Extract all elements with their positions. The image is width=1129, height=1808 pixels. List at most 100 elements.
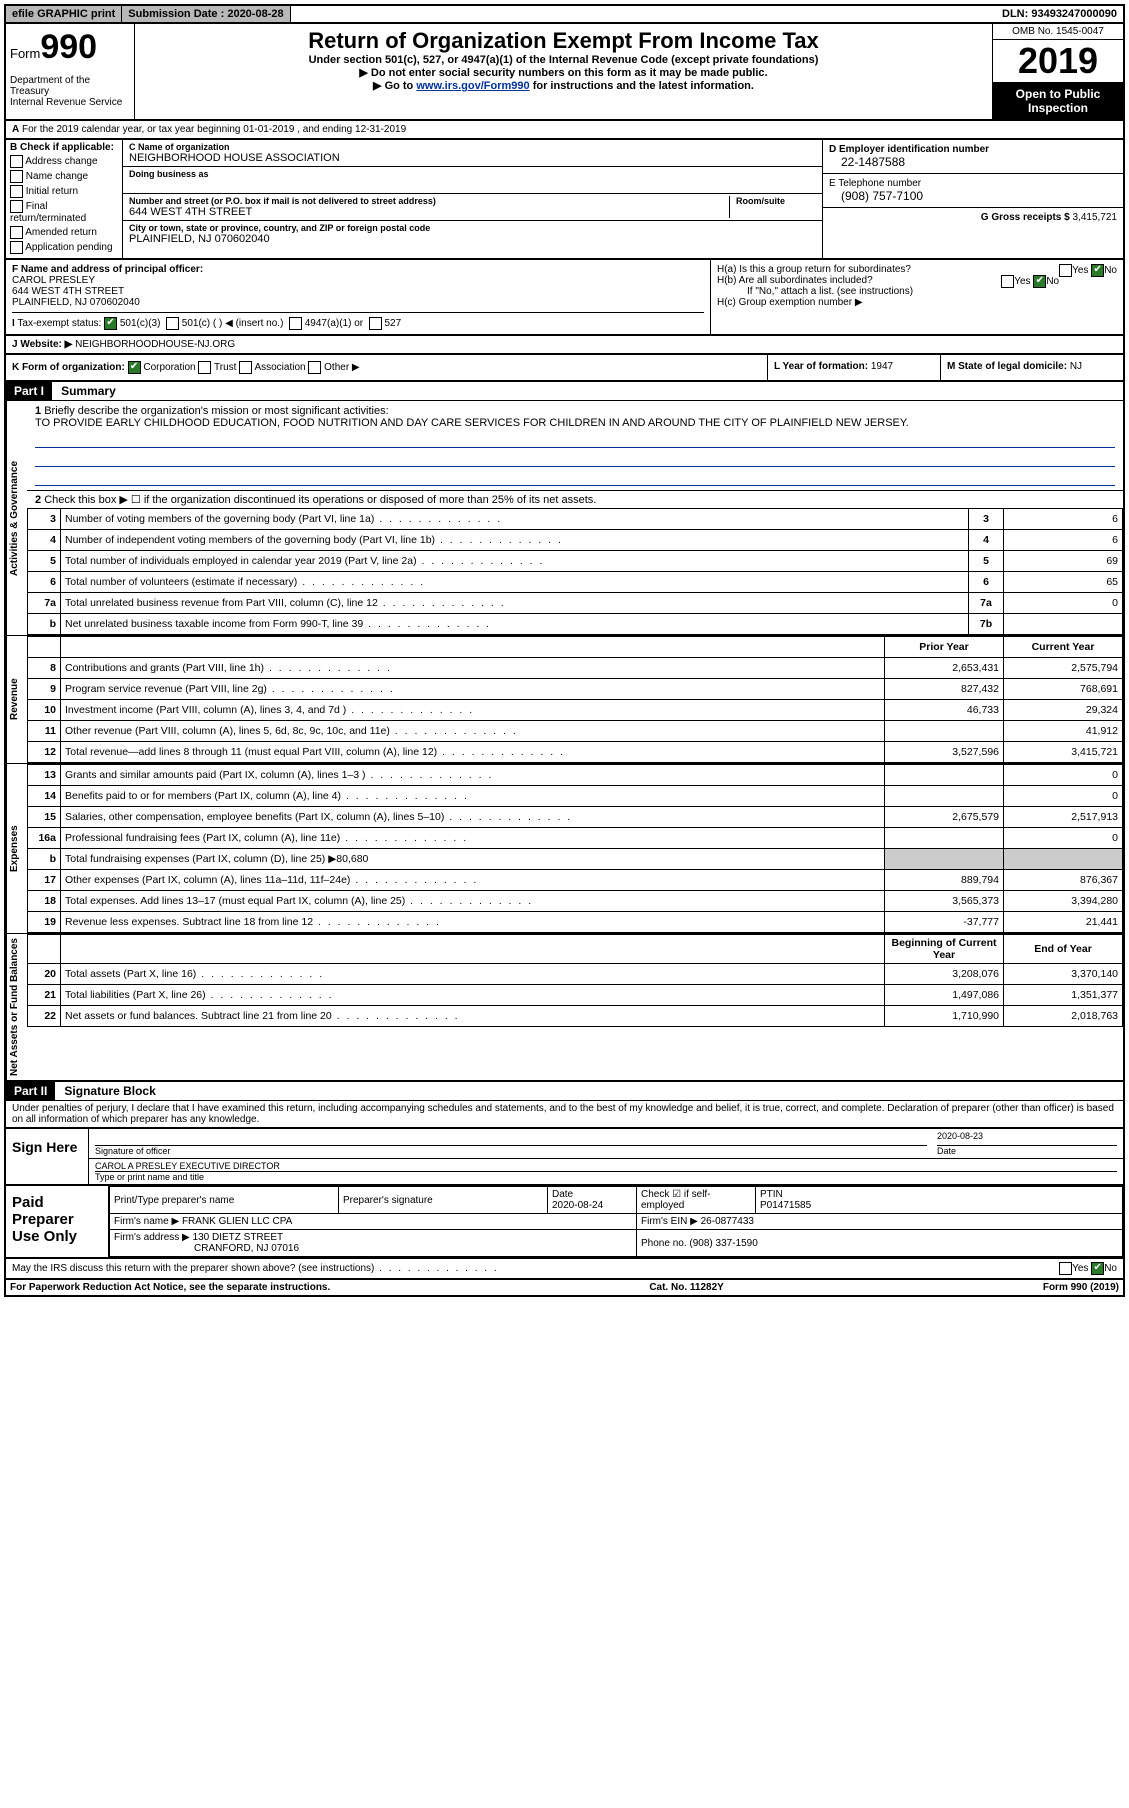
vtab-revenue: Revenue <box>6 636 27 763</box>
discuss-no[interactable] <box>1091 1262 1104 1275</box>
pra-notice: For Paperwork Reduction Act Notice, see … <box>10 1282 330 1293</box>
ha-yes[interactable] <box>1059 264 1072 277</box>
revenue-table: Prior YearCurrent Year8Contributions and… <box>27 636 1123 763</box>
tax-exempt-label: Tax-exempt status: <box>17 318 101 329</box>
ptin: P01471585 <box>760 1200 811 1211</box>
subtitle-1: Under section 501(c), 527, or 4947(a)(1)… <box>145 54 982 66</box>
form-number: 990 <box>40 28 97 66</box>
gross-value: 3,415,721 <box>1073 212 1118 223</box>
irs-link[interactable]: www.irs.gov/Form990 <box>416 80 529 92</box>
sign-here: Sign Here <box>6 1129 88 1184</box>
dln-label: DLN: <box>1002 8 1028 20</box>
subtitle-2: Do not enter social security numbers on … <box>145 66 982 79</box>
typed-label: Type or print name and title <box>95 1172 204 1182</box>
chk-final-return[interactable]: Final return/terminated <box>10 200 118 224</box>
ha-no[interactable] <box>1091 264 1104 277</box>
firm-ein: 26-0877433 <box>701 1216 754 1227</box>
ptin-label: PTIN <box>760 1189 783 1200</box>
ein-label: D Employer identification number <box>829 144 989 155</box>
h-c: H(c) Group exemption number ▶ <box>717 297 1117 308</box>
mission-text: TO PROVIDE EARLY CHILDHOOD EDUCATION, FO… <box>35 417 909 429</box>
discuss-row: May the IRS discuss this return with the… <box>4 1259 1125 1280</box>
chk-initial-return[interactable]: Initial return <box>10 185 118 198</box>
sig-officer-label: Signature of officer <box>95 1146 170 1156</box>
vtab-governance: Activities & Governance <box>6 401 27 635</box>
submission-date-value: 2020-08-28 <box>227 8 283 20</box>
street-address: 644 WEST 4TH STREET <box>129 206 723 218</box>
h-column: H(a) Is this a group return for subordin… <box>710 260 1123 334</box>
chk-other[interactable] <box>308 361 321 374</box>
check-self-employed[interactable]: Check ☑ if self-employed <box>641 1189 711 1211</box>
chk-4947[interactable] <box>289 317 302 330</box>
website-label: Website: ▶ <box>20 339 72 350</box>
prep-phone: (908) 337-1590 <box>689 1238 757 1249</box>
city-value: PLAINFIELD, NJ 070602040 <box>129 233 816 245</box>
part2: Part II Signature Block Under penalties … <box>4 1082 1125 1129</box>
part2-title: Signature Block <box>58 1084 155 1098</box>
period-row: A For the 2019 calendar year, or tax yea… <box>4 121 1125 140</box>
chk-501c3[interactable] <box>104 317 117 330</box>
preparer-section: Paid Preparer Use Only Print/Type prepar… <box>4 1186 1125 1259</box>
k-row: K Form of organization: Corporation Trus… <box>4 355 1125 382</box>
website-value: NEIGHBORHOODHOUSE-NJ.ORG <box>75 339 235 350</box>
sub3-post: for instructions and the latest informat… <box>530 80 754 92</box>
submission-date-label: Submission Date : <box>128 8 224 20</box>
dba-value <box>129 179 816 191</box>
firm-addr2: CRANFORD, NJ 07016 <box>114 1243 299 1254</box>
h-a: H(a) Is this a group return for subordin… <box>717 264 911 275</box>
chk-501c[interactable] <box>166 317 179 330</box>
right-identity: D Employer identification number 22-1487… <box>822 140 1123 258</box>
efile-print-button[interactable]: efile GRAPHIC print <box>6 6 122 22</box>
submission-date: Submission Date : 2020-08-28 <box>122 6 290 22</box>
firm-addr-label: Firm's address ▶ <box>114 1232 190 1243</box>
firm-ein-label: Firm's EIN ▶ <box>641 1216 698 1227</box>
chk-application-pending[interactable]: Application pending <box>10 241 118 254</box>
f-column: F Name and address of principal officer:… <box>6 260 710 334</box>
phone-label: E Telephone number <box>829 178 921 189</box>
check-b-title: B Check if applicable: <box>10 142 114 153</box>
footer: For Paperwork Reduction Act Notice, see … <box>4 1280 1125 1297</box>
signature-section: Sign Here Signature of officer 2020-08-2… <box>4 1129 1125 1186</box>
chk-trust[interactable] <box>198 361 211 374</box>
top-bar: efile GRAPHIC print Submission Date : 20… <box>4 4 1125 24</box>
m-label: M State of legal domicile: <box>947 361 1067 372</box>
dba-label: Doing business as <box>129 169 816 179</box>
prep-name-label: Print/Type preparer's name <box>114 1195 234 1206</box>
form-word: Form <box>10 46 40 61</box>
chk-address-change[interactable]: Address change <box>10 155 118 168</box>
paid-preparer-label: Paid Preparer Use Only <box>6 1186 108 1257</box>
dln: DLN: 93493247000090 <box>996 6 1123 22</box>
part1-title: Summary <box>55 384 116 398</box>
j-label: J <box>12 339 18 350</box>
sub3-pre: Go to <box>385 80 417 92</box>
website-row: J Website: ▶ NEIGHBORHOODHOUSE-NJ.ORG <box>4 336 1125 355</box>
identity-section: B Check if applicable: Address change Na… <box>4 140 1125 260</box>
discuss-yes[interactable] <box>1059 1262 1072 1275</box>
org-name: NEIGHBORHOOD HOUSE ASSOCIATION <box>129 152 816 164</box>
omb-number: OMB No. 1545-0047 <box>993 24 1123 40</box>
q1-label: Briefly describe the organization's miss… <box>44 405 388 417</box>
officer-addr1: 644 WEST 4TH STREET <box>12 286 124 297</box>
chk-assoc[interactable] <box>239 361 252 374</box>
prep-sig-label: Preparer's signature <box>343 1195 433 1206</box>
dln-value: 93493247000090 <box>1031 8 1117 20</box>
hb-yes[interactable] <box>1001 275 1014 288</box>
chk-amended[interactable]: Amended return <box>10 226 118 239</box>
hb-no[interactable] <box>1033 275 1046 288</box>
addr-label: Number and street (or P.O. box if mail i… <box>129 196 723 206</box>
form-number-column: Form990 Department of the Treasury Inter… <box>6 24 135 119</box>
period-text: For the 2019 calendar year, or tax year … <box>22 124 406 135</box>
prep-date-label: Date <box>552 1189 573 1200</box>
chk-corp[interactable] <box>128 361 141 374</box>
vtab-netassets: Net Assets or Fund Balances <box>6 934 27 1080</box>
firm-name-label: Firm's name ▶ <box>114 1216 179 1227</box>
chk-527[interactable] <box>369 317 382 330</box>
officer-addr2: PLAINFIELD, NJ 070602040 <box>12 297 140 308</box>
name-column: C Name of organization NEIGHBORHOOD HOUS… <box>123 140 822 258</box>
expenses-table: 13Grants and similar amounts paid (Part … <box>27 764 1123 933</box>
formation-year: 1947 <box>871 361 893 372</box>
part2-hdr: Part II <box>6 1082 55 1100</box>
f-label: F Name and address of principal officer: <box>12 264 203 275</box>
chk-name-change[interactable]: Name change <box>10 170 118 183</box>
dept-treasury: Department of the Treasury Internal Reve… <box>10 75 130 108</box>
